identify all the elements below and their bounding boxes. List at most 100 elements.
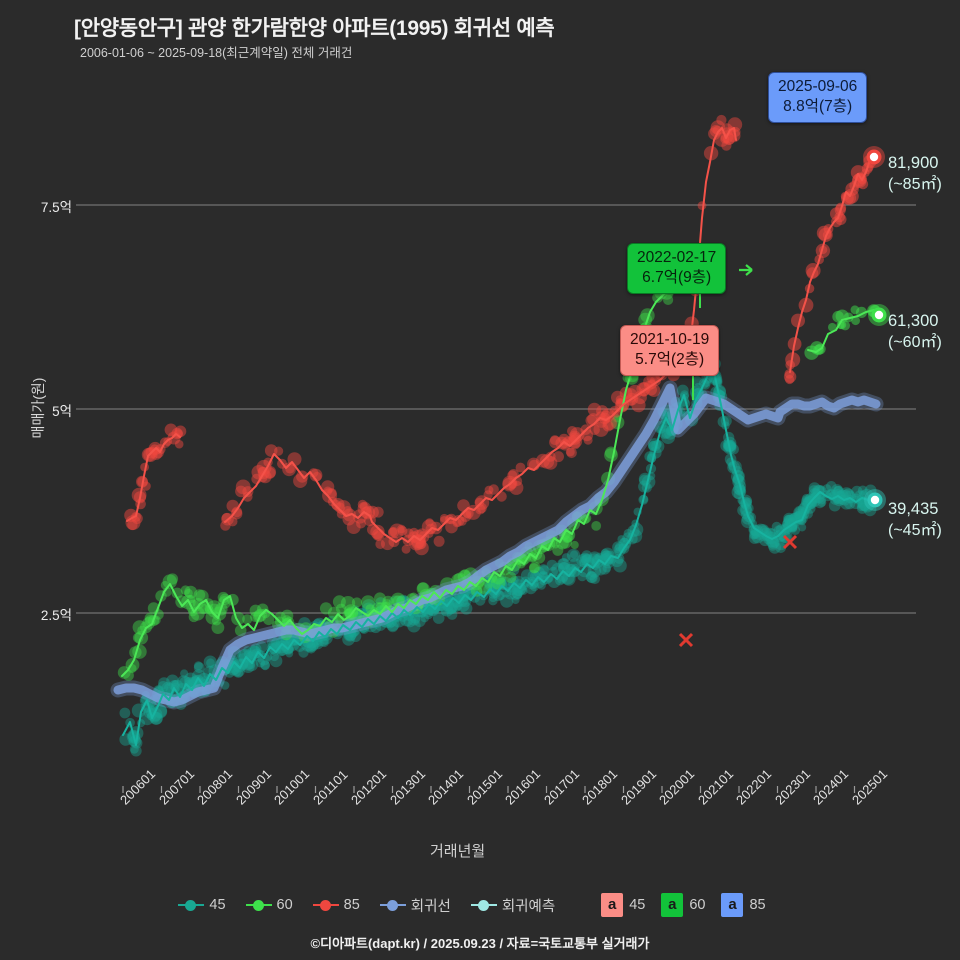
scatter-point bbox=[269, 651, 279, 662]
scatter-point bbox=[508, 479, 518, 489]
scatter-point bbox=[262, 613, 275, 626]
scatter-point bbox=[576, 554, 589, 567]
scatter-point bbox=[783, 512, 795, 525]
scatter-point bbox=[577, 563, 592, 578]
scatter-point bbox=[409, 613, 421, 624]
scatter-point bbox=[801, 495, 814, 508]
scatter-point bbox=[598, 412, 611, 425]
scatter-point bbox=[613, 558, 627, 573]
legend-badge-45[interactable]: a 45 bbox=[601, 893, 645, 917]
scatter-point bbox=[798, 523, 807, 532]
scatter-point bbox=[546, 559, 558, 571]
legend-badge-60[interactable]: a 60 bbox=[661, 893, 705, 917]
scatter-point bbox=[342, 633, 355, 646]
scatter-point bbox=[280, 636, 289, 645]
scatter-point bbox=[859, 490, 868, 499]
scatter-point bbox=[773, 525, 784, 536]
scatter-point bbox=[586, 571, 598, 584]
scatter-point bbox=[509, 587, 523, 601]
scatter-point bbox=[142, 617, 155, 630]
scatter-point bbox=[783, 514, 793, 524]
scatter-point bbox=[723, 431, 735, 444]
scatter-point bbox=[180, 669, 189, 678]
scatter-point bbox=[756, 524, 770, 537]
scatter-point bbox=[566, 447, 577, 459]
scatter-point bbox=[157, 681, 169, 692]
scatter-point bbox=[452, 515, 465, 527]
callout-45[interactable]: 2021-10-19 5.7억(2층) bbox=[620, 325, 720, 377]
scatter-point bbox=[496, 590, 506, 601]
scatter-point bbox=[593, 421, 609, 437]
scatter-point bbox=[306, 643, 317, 654]
trend-line-60 bbox=[121, 289, 669, 677]
scatter-point bbox=[812, 491, 825, 504]
scatter-point bbox=[643, 375, 655, 388]
legend-label: 85 bbox=[343, 897, 360, 913]
legend-item-회귀선[interactable]: 회귀선 bbox=[379, 895, 451, 916]
scatter-point bbox=[710, 120, 726, 135]
scatter-point bbox=[260, 660, 270, 670]
legend-badge-label: 85 bbox=[749, 897, 766, 913]
y-tick-label-1: 5억 bbox=[52, 404, 72, 419]
scatter-point bbox=[235, 479, 251, 495]
callout-date: 2025-09-06 bbox=[778, 78, 858, 95]
legend-item-45[interactable]: 45 bbox=[178, 897, 226, 913]
legend-item-회귀예측[interactable]: 회귀예측 bbox=[470, 895, 555, 916]
y-tick-label-0: 2.5억 bbox=[40, 608, 72, 623]
scatter-point bbox=[407, 619, 421, 633]
callout-60[interactable]: 2022-02-17 6.7억(9층) bbox=[627, 243, 727, 295]
scatter-point bbox=[119, 707, 131, 719]
scatter-point bbox=[537, 581, 546, 590]
legend-item-85[interactable]: 85 bbox=[312, 897, 360, 913]
scatter-point bbox=[782, 517, 796, 531]
scatter-point bbox=[661, 430, 676, 445]
scatter-point bbox=[387, 621, 399, 633]
scatter-point bbox=[171, 680, 180, 688]
scatter-point bbox=[174, 439, 184, 449]
scatter-point bbox=[193, 662, 205, 673]
scatter-point bbox=[568, 432, 582, 445]
scatter-point bbox=[579, 555, 589, 566]
scatter-point bbox=[562, 533, 573, 543]
page-title: [안양동안구] 관양 한가람한양 아파트(1995) 회귀선 예측 bbox=[74, 17, 555, 40]
scatter-point bbox=[487, 582, 502, 597]
scatter-point bbox=[391, 613, 406, 628]
scatter-point bbox=[374, 592, 386, 605]
legend-regression-marker-icon bbox=[379, 898, 406, 912]
scatter-point bbox=[359, 502, 369, 511]
scatter-point bbox=[587, 553, 602, 568]
scatter-point bbox=[782, 526, 792, 535]
legend-badge-85[interactable]: a 85 bbox=[721, 893, 766, 917]
scatter-point bbox=[401, 544, 411, 554]
scatter-point bbox=[205, 610, 220, 625]
scatter-point bbox=[440, 604, 454, 617]
scatter-point bbox=[298, 617, 311, 630]
scatter-point bbox=[336, 509, 346, 519]
y-tick-label-2: 7.5억 bbox=[40, 200, 72, 215]
scatter-point bbox=[857, 485, 868, 496]
scatter-point bbox=[361, 599, 376, 614]
scatter-point bbox=[411, 529, 426, 545]
scatter-point bbox=[397, 524, 406, 534]
scatter-point bbox=[549, 435, 560, 446]
scatter-point bbox=[829, 489, 841, 501]
scatter-point bbox=[258, 470, 272, 484]
scatter-point bbox=[817, 497, 827, 507]
scatter-point bbox=[641, 475, 656, 489]
x-marker bbox=[782, 534, 798, 550]
scatter-point bbox=[650, 375, 661, 387]
scatter-point bbox=[171, 587, 183, 599]
callout-85[interactable]: 2025-09-06 8.8억(7층) bbox=[768, 72, 868, 124]
scatter-point bbox=[697, 201, 707, 211]
scatter-point bbox=[304, 640, 316, 653]
scatter-point bbox=[618, 537, 631, 551]
scatter-point bbox=[233, 668, 244, 678]
scatter-point bbox=[414, 540, 429, 556]
scatter-point bbox=[595, 552, 604, 561]
legend-item-60[interactable]: 60 bbox=[245, 897, 293, 913]
scatter-point bbox=[255, 641, 268, 653]
regression-band-inner bbox=[113, 383, 881, 707]
scatter-point bbox=[775, 542, 786, 554]
scatter-point bbox=[166, 573, 179, 585]
scatter-point bbox=[282, 462, 296, 477]
